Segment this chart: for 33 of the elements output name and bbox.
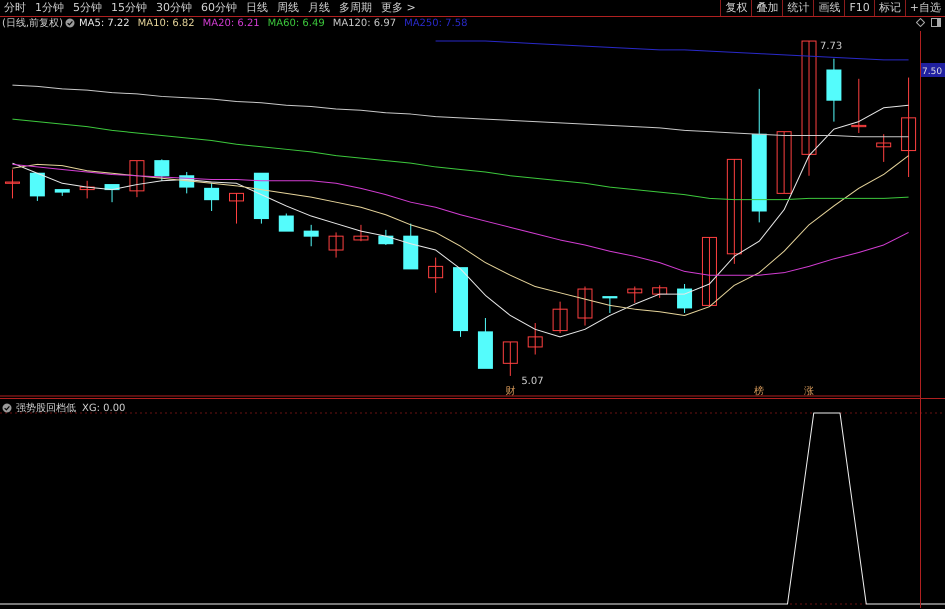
text: MA20: 6.21 [202, 18, 260, 28]
text: 60分钟 [201, 0, 237, 16]
series-label: MA250: 7.58 [404, 18, 468, 28]
text: MA60: 6.49 [268, 18, 325, 28]
text: MA5: 7.22 [78, 18, 130, 28]
text: 复权 [720, 0, 752, 16]
text: 月线 [308, 0, 330, 16]
text: 日线 [246, 0, 268, 16]
annotation: 7.73 [820, 41, 842, 52]
text: 财 [505, 385, 516, 397]
text: 涨 [804, 385, 814, 397]
text: 标记 [874, 0, 905, 16]
annotation: XG: 0.00 [82, 402, 126, 414]
text: 分时 [4, 0, 26, 16]
chart-title: 强势股回档低 [16, 402, 76, 415]
text: 多周期 [339, 0, 372, 16]
text: 5.07 [521, 376, 544, 387]
text: 更多 > [381, 0, 416, 16]
text: 统计 [782, 0, 814, 16]
chart-title: (日线,前复权) [2, 16, 63, 30]
text: 7.50 [922, 67, 942, 77]
text: 1分钟 [35, 0, 64, 16]
text: MA120: 6.97 [332, 18, 396, 28]
text: 榜 [754, 385, 764, 397]
text: 画线 [813, 0, 844, 16]
text: 30分钟 [156, 0, 192, 16]
text: +自选 [904, 0, 945, 16]
text: 5分钟 [73, 0, 102, 16]
text: 15分钟 [111, 0, 147, 16]
text: F10 [844, 0, 874, 16]
text: 周线 [277, 0, 299, 16]
text: MA10: 6.82 [138, 18, 195, 28]
text: 叠加 [751, 0, 782, 16]
